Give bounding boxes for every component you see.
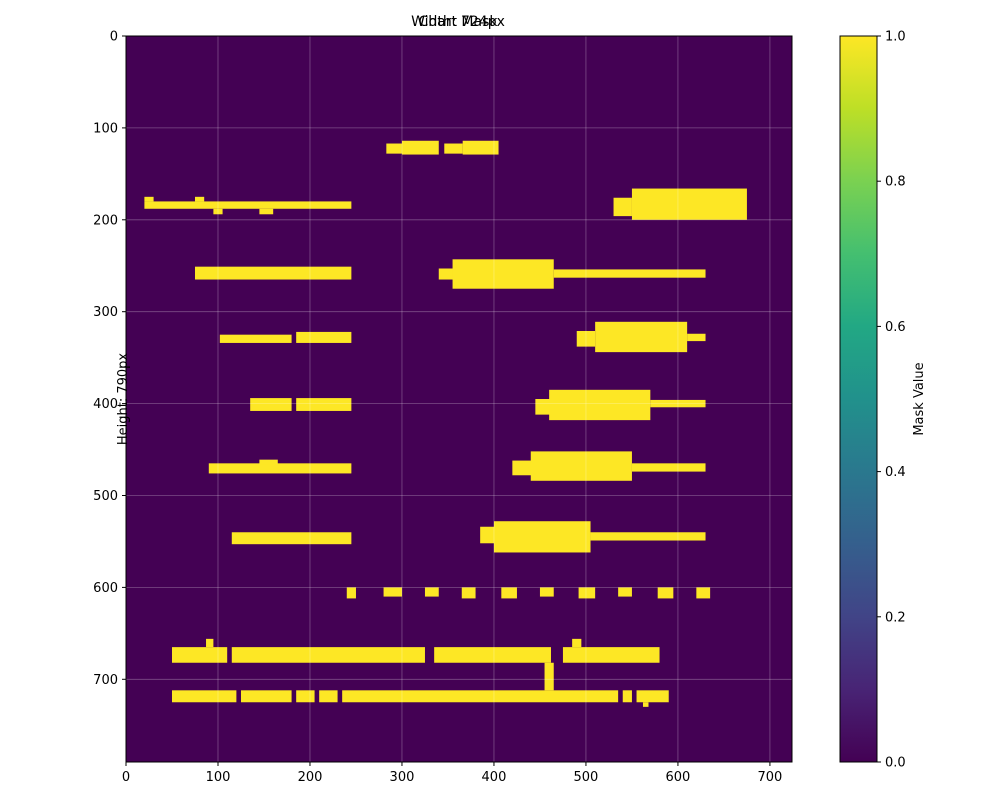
mask-region: [452, 259, 554, 289]
colorbar-tick-label: 0.6: [885, 320, 906, 335]
colorbar-tick-label: 0.4: [885, 465, 906, 480]
y-axis-label: Height: 790px: [116, 353, 131, 446]
mask-region: [444, 143, 463, 154]
mask-region: [642, 702, 649, 707]
mask-region: [622, 690, 632, 703]
plot-area: [125, 35, 793, 763]
colorbar-tick-label: 0.0: [885, 756, 906, 771]
colorbar-label: Mask Value: [912, 362, 927, 435]
mask-region: [346, 587, 356, 599]
y-tick-label: 300: [93, 305, 118, 320]
mask-region: [296, 690, 315, 703]
mask-region: [438, 268, 458, 280]
mask-region: [462, 140, 499, 155]
mask-region: [493, 521, 591, 553]
mask-region: [631, 463, 706, 472]
mask-region: [595, 321, 688, 353]
grid-lines: [125, 35, 792, 762]
x-tick-label: 700: [758, 770, 783, 785]
x-tick-label: 500: [574, 770, 599, 785]
x-axis: 0 100 200 300 400 500 600 700: [122, 762, 782, 785]
mask-region: [512, 460, 536, 476]
mask-region: [590, 532, 706, 541]
mask-region: [171, 647, 228, 663]
y-tick-label: 600: [93, 581, 118, 596]
mask-region: [696, 587, 711, 599]
mask-region: [213, 208, 223, 215]
mask-region: [342, 690, 619, 703]
mask-region: [650, 399, 706, 408]
mask-region: [206, 638, 214, 648]
mask-region: [171, 690, 237, 703]
mask-region: [259, 459, 278, 465]
x-tick-label: 600: [666, 770, 691, 785]
y-tick-label: 500: [93, 489, 118, 504]
mask-region: [208, 463, 352, 474]
mask-region: [539, 587, 554, 597]
chart-title-line-2: Width: 724px: [411, 14, 505, 30]
mask-region: [386, 143, 402, 154]
colorbar-gradient: [840, 36, 877, 762]
x-tick-label: 100: [206, 770, 231, 785]
mask-region: [424, 587, 439, 597]
mask-region: [401, 140, 439, 155]
x-tick-label: 0: [122, 770, 130, 785]
mask-region: [553, 269, 706, 278]
mask-region: [250, 398, 292, 411]
plot-frame: [125, 35, 793, 763]
y-tick-label: 200: [93, 213, 118, 228]
plot-background: [126, 36, 792, 762]
colorbar-tick-label: 0.2: [885, 610, 906, 625]
mask-region: [144, 196, 154, 202]
chart-title-line-1: Chart Mask: [419, 14, 499, 30]
mask-region: [687, 333, 706, 342]
colorbar: 0.0 0.2 0.4 0.6 0.8 1.0 Mask Value: [839, 30, 927, 771]
mask-region: [461, 587, 476, 599]
mask-region: [613, 197, 632, 217]
mask-region: [259, 208, 274, 215]
mask-region: [544, 662, 554, 691]
mask-layer: [144, 140, 747, 707]
x-tick-label: 400: [482, 770, 507, 785]
mask-region: [549, 389, 651, 421]
mask-region: [240, 690, 292, 703]
mask-region: [572, 638, 582, 648]
colorbar-tick-label: 1.0: [885, 30, 906, 45]
y-tick-label: 700: [93, 673, 118, 688]
mask-region: [636, 690, 669, 703]
mask-region: [434, 647, 551, 663]
x-tick-label: 200: [298, 770, 323, 785]
x-tick-label: 300: [390, 770, 415, 785]
mask-region: [194, 196, 205, 202]
mask-region: [231, 647, 425, 663]
mask-region: [618, 587, 632, 597]
mask-region: [219, 334, 292, 343]
mask-region: [631, 188, 747, 220]
y-tick-label: 400: [93, 397, 118, 412]
mask-region: [144, 201, 352, 209]
y-tick-label: 0: [110, 30, 118, 45]
mask-region: [194, 266, 352, 280]
mask-region: [657, 587, 674, 599]
colorbar-tick-label: 0.8: [885, 175, 906, 190]
colorbar-frame: [839, 35, 878, 763]
mask-region: [319, 690, 338, 703]
mask-region: [501, 587, 517, 599]
colorbar-ticks: 0.0 0.2 0.4 0.6 0.8 1.0: [877, 30, 906, 771]
mask-region: [530, 451, 632, 481]
mask-region: [296, 331, 352, 343]
y-tick-label: 100: [93, 121, 118, 136]
mask-region: [578, 587, 596, 599]
mask-region: [296, 398, 352, 411]
mask-region: [562, 647, 660, 663]
mask-region: [576, 330, 596, 347]
mask-region: [231, 532, 352, 545]
y-axis: 0 100 200 300 400 500 600 700: [93, 30, 126, 688]
mask-region: [383, 587, 402, 597]
